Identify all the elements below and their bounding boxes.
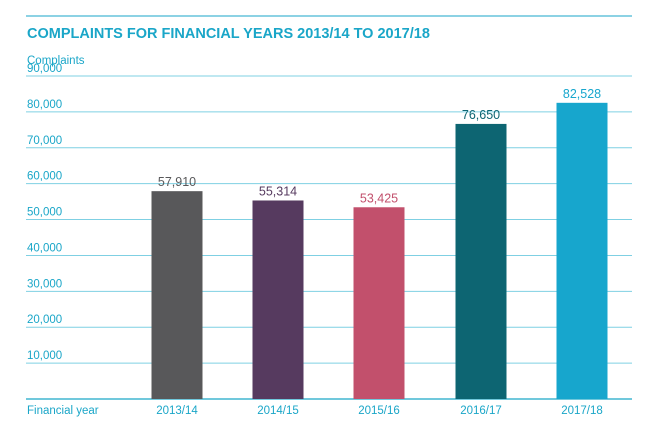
bar-2016-17 — [455, 123, 507, 399]
y-tick-label: 70,000 — [27, 135, 62, 147]
gridlines — [26, 75, 632, 400]
data-label: 82,528 — [563, 87, 601, 101]
x-axis-label: Financial year — [27, 405, 99, 417]
category-labels: 2013/14 2014/15 2015/16 2016/17 2017/18 — [156, 405, 603, 417]
category-label: 2017/18 — [561, 405, 603, 417]
y-tick-label: 90,000 — [27, 63, 62, 75]
data-label: 76,650 — [462, 108, 500, 122]
category-label: 2013/14 — [156, 405, 198, 417]
y-tick-label: 10,000 — [27, 350, 62, 362]
bars — [151, 102, 608, 400]
bar-2015-16 — [353, 207, 405, 399]
y-tick-label: 40,000 — [27, 242, 62, 254]
y-tick-label: 20,000 — [27, 314, 62, 326]
y-tick-label: 50,000 — [27, 207, 62, 219]
y-tick-labels: 10,000 20,000 30,000 40,000 50,000 60,000 70,0… — [27, 63, 62, 362]
category-label: 2014/15 — [257, 405, 299, 417]
data-labels: 57,910 55,314 53,425 76,650 82,528 — [158, 87, 601, 205]
data-label: 53,425 — [360, 191, 398, 205]
y-tick-label: 80,000 — [27, 99, 62, 111]
category-label: 2015/16 — [358, 405, 400, 417]
y-tick-label: 60,000 — [27, 171, 62, 183]
data-label: 57,910 — [158, 175, 196, 189]
data-label: 55,314 — [259, 184, 297, 198]
bar-2013-14 — [151, 191, 203, 399]
chart-title: COMPLAINTS FOR FINANCIAL YEARS 2013/14 T… — [27, 26, 430, 42]
y-tick-label: 30,000 — [27, 278, 62, 290]
bar-2017-18 — [556, 102, 608, 400]
y-axis-label: Complaints — [27, 55, 85, 67]
bar-2014-15 — [252, 200, 304, 399]
category-label: 2016/17 — [460, 405, 502, 417]
